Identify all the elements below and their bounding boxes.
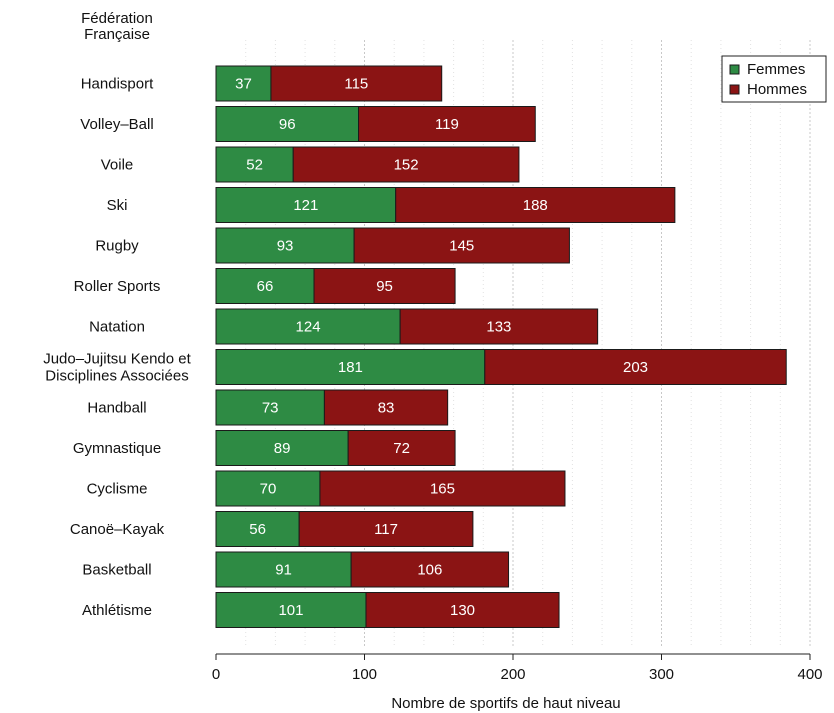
data-label: 203 — [623, 359, 648, 376]
data-label: 93 — [277, 238, 294, 255]
category-label: Rugby — [95, 238, 139, 255]
bar-hommes — [319, 470, 566, 507]
category-label: Voile — [101, 157, 134, 174]
data-label: 73 — [262, 400, 279, 417]
category-label: Volley–Ball — [80, 116, 153, 133]
data-label: 52 — [246, 157, 263, 174]
data-label: 89 — [274, 440, 291, 457]
bar-hommes — [358, 106, 536, 142]
bar-hommes — [395, 187, 676, 223]
category-label: Handisport — [81, 76, 154, 93]
category-labels: Handisport Volley–Ball Voile Ski Rugby Roller… — [43, 76, 191, 620]
legend-swatch-hommes — [729, 84, 740, 95]
bar-hommes — [347, 430, 456, 466]
bar-hommes — [270, 65, 443, 102]
bar-hommes — [365, 592, 560, 628]
x-axis-title: Nombre de sportifs de haut niveau — [391, 695, 620, 712]
bar-femmes — [215, 65, 272, 102]
data-label: 165 — [430, 481, 455, 498]
bar-femmes — [215, 430, 349, 466]
bar-femmes — [215, 511, 300, 547]
category-label: Cyclisme — [87, 481, 148, 498]
x-tick-label: 300 — [649, 666, 674, 683]
data-label: 121 — [293, 197, 318, 214]
bar-hommes — [399, 308, 599, 345]
bar-hommes — [292, 146, 520, 183]
legend-swatch-femmes — [729, 64, 740, 75]
data-label: 188 — [523, 197, 548, 214]
data-label: 119 — [435, 116, 459, 133]
bar-femmes — [215, 592, 367, 628]
data-label: 101 — [278, 602, 303, 619]
bar-femmes — [215, 308, 401, 345]
data-label: 37 — [235, 76, 252, 93]
x-axis: 0 100 200 300 400 — [212, 653, 823, 683]
bar-hommes — [484, 349, 787, 385]
category-label: Athlétisme — [82, 602, 152, 619]
bar-hommes — [298, 511, 474, 547]
data-label: 56 — [249, 521, 266, 538]
y-axis-title: Fédération Française — [81, 10, 153, 43]
category-label: Gymnastique — [73, 440, 161, 457]
category-label: Ski — [107, 197, 128, 214]
data-label: 66 — [257, 278, 274, 295]
bar-hommes — [350, 551, 510, 588]
data-label: 72 — [393, 440, 410, 457]
bar-hommes — [313, 268, 456, 304]
bar-femmes — [215, 349, 486, 385]
bar-femmes — [215, 389, 325, 426]
data-label: 83 — [378, 400, 395, 417]
x-tick-label: 0 — [212, 666, 220, 683]
data-label: 130 — [450, 602, 475, 619]
x-tick-label: 100 — [352, 666, 377, 683]
category-label: Roller Sports — [74, 278, 161, 295]
legend-label-hommes: Hommes — [747, 81, 807, 98]
bar-hommes — [323, 389, 449, 426]
bars-layer: 37 115 96 119 52 152 121 188 93 145 66 95 124 133 181 2… — [215, 65, 787, 628]
data-label: 70 — [260, 481, 277, 498]
bar-hommes — [353, 227, 570, 264]
legend-label-femmes: Femmes — [747, 61, 805, 78]
category-label: Judo–Jujitsu Kendo et Disciplines Associé… — [43, 351, 191, 385]
data-label: 117 — [374, 521, 398, 538]
data-label: 106 — [417, 562, 442, 579]
data-label: 115 — [344, 76, 368, 93]
category-label: Canoë–Kayak — [70, 521, 165, 538]
bar-femmes — [215, 268, 315, 304]
bar-femmes — [215, 551, 352, 588]
data-label: 145 — [449, 238, 474, 255]
data-label: 96 — [279, 116, 296, 133]
data-label: 91 — [275, 562, 292, 579]
data-label: 152 — [394, 157, 419, 174]
data-label: 95 — [376, 278, 393, 295]
data-label: 133 — [486, 319, 511, 336]
bar-femmes — [215, 187, 397, 223]
category-label: Basketball — [82, 562, 151, 579]
category-label: Natation — [89, 319, 145, 336]
data-label: 124 — [296, 319, 321, 336]
legend: Femmes Hommes — [721, 55, 827, 103]
category-label: Handball — [87, 400, 146, 417]
bar-femmes — [215, 227, 355, 264]
x-tick-label: 200 — [500, 666, 525, 683]
data-label: 181 — [338, 359, 363, 376]
x-tick-label: 400 — [797, 666, 822, 683]
